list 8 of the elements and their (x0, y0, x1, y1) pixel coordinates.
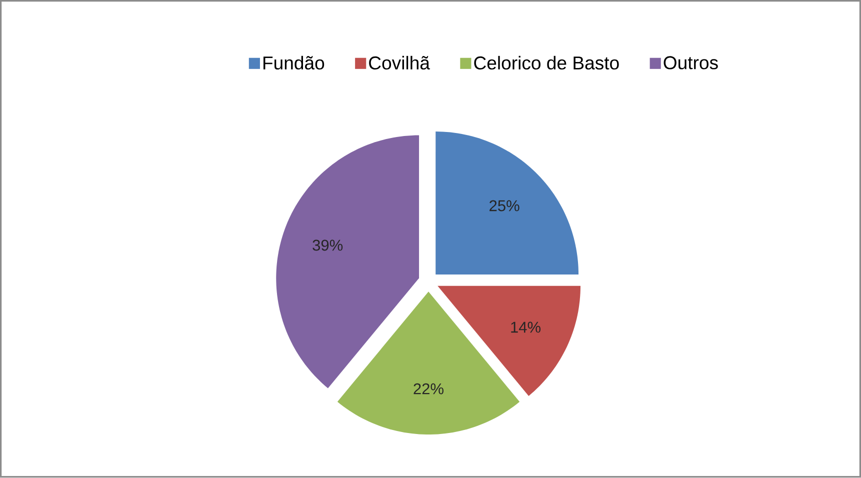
data-label: 14% (511, 322, 541, 333)
data-label: 22% (414, 384, 444, 394)
legend-label: Covilhã (369, 56, 430, 70)
data-label: 39% (312, 240, 343, 251)
legend-label: Fundão (263, 56, 324, 70)
legend-label: Outros (664, 56, 718, 70)
data-label: 25% (490, 200, 520, 212)
legend-label: Celorico de Basto (474, 56, 619, 70)
